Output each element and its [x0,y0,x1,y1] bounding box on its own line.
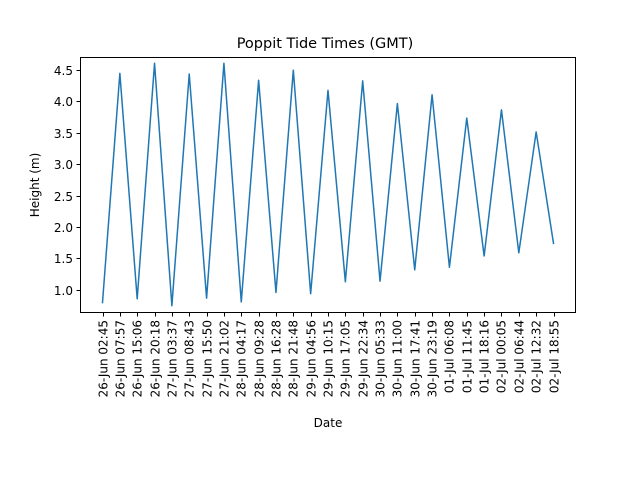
x-tick-label: 26-Jun 07:57 [114,320,128,397]
x-tick-label: 27-Jun 08:43 [183,320,197,397]
y-tick-label: 3.0 [54,158,73,172]
x-tick-label: 26-Jun 20:18 [149,320,163,397]
x-tick-label: 29-Jun 22:34 [357,320,371,397]
x-axis-label: Date [314,416,343,430]
y-tick-label: 4.0 [54,95,73,109]
y-tick-label: 2.0 [54,221,73,235]
chart-title: Poppit Tide Times (GMT) [237,36,414,52]
x-tick-label: 02-Jul 18:55 [548,320,562,393]
x-tick-label: 26-Jun 15:06 [131,320,145,397]
x-tick-label: 29-Jun 17:05 [339,320,353,397]
x-tick-label: 30-Jun 05:33 [374,320,388,397]
axes-frame [80,57,576,313]
x-tick-label: 30-Jun 23:19 [426,320,440,397]
plot-area: 1.01.52.02.53.03.54.04.526-Jun 02:45 26-J… [54,62,562,397]
tide-height-series-line [101,62,555,307]
y-tick-label: 2.5 [54,190,73,204]
y-tick-label: 3.5 [54,127,73,141]
x-tick-label: 01-Jul 11:45 [461,320,475,393]
x-tick-label: 02-Jul 00:05 [495,320,509,393]
x-tick-label: 28-Jun 09:28 [253,320,267,397]
y-tick-label: 1.0 [54,284,73,298]
y-tick-label: 4.5 [54,64,73,78]
x-tick-label: 30-Jun 11:00 [391,320,405,397]
x-tick-label: 29-Jun 04:56 [305,320,319,397]
x-tick-label: 29-Jun 10:15 [322,320,336,397]
x-tick-label: 27-Jun 03:37 [166,320,180,397]
x-tick-label: 30-Jun 17:41 [409,320,423,397]
x-tick-label: 01-Jul 18:16 [478,320,492,393]
x-tick-label: 27-Jun 21:02 [218,320,232,397]
x-tick-label: 28-Jun 21:48 [287,320,301,397]
y-axis-label: Height (m) [28,153,42,218]
x-tick-label: 01-Jul 06:08 [443,320,457,393]
x-tick-label: 28-Jun 16:28 [270,320,284,397]
x-tick-label: 02-Jul 12:32 [530,320,544,393]
x-tick-label: 26-Jun 02:45 [97,320,111,397]
x-tick-label: 27-Jun 15:50 [201,320,215,397]
y-tick-label: 1.5 [54,252,73,266]
x-tick-label: 28-Jun 04:17 [235,320,249,397]
x-tick-label: 02-Jul 06:44 [513,320,527,393]
